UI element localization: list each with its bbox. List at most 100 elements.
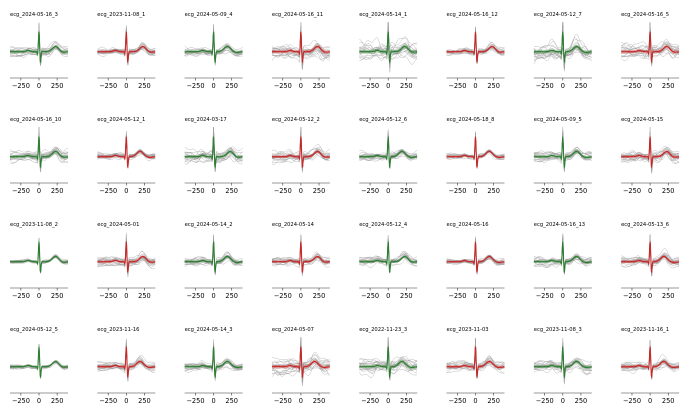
- panel-title: ecg_2023-11-08_2: [10, 222, 58, 228]
- x-tick-label: −250: [536, 292, 554, 300]
- x-tick-label: 0: [124, 82, 128, 90]
- beat-trace: [359, 345, 418, 372]
- mean-band: [359, 346, 418, 380]
- mean-beat-line: [621, 136, 680, 168]
- panel-title: ecg_2024-05-12_5: [10, 327, 58, 333]
- mean-beat-line: [10, 136, 68, 168]
- x-tick-label: 0: [299, 397, 303, 405]
- x-tick-label: 250: [225, 82, 238, 90]
- mean-beat-line: [446, 136, 505, 168]
- panel-title: ecg_2024-05-16_12: [447, 12, 498, 18]
- ecg-panel: ecg_2024-05-01 −250 0 250: [97, 222, 156, 300]
- x-tick-label: 250: [575, 82, 588, 90]
- panel-title: ecg_2023-11-08_1: [97, 12, 145, 18]
- beat-trace: [446, 338, 505, 379]
- panel-title: ecg_2024-03-17: [185, 117, 227, 123]
- beat-trace: [621, 127, 680, 169]
- mean-beat-line: [359, 241, 418, 273]
- mean-beat-line: [184, 241, 243, 273]
- x-tick-label: 250: [400, 82, 413, 90]
- x-tick-label: −250: [623, 292, 641, 300]
- beat-trace: [359, 129, 418, 168]
- panel-title: ecg_2024-05-16_5: [621, 12, 669, 18]
- plot-area: [621, 340, 680, 380]
- plot-area: [184, 24, 243, 66]
- plot-area: [359, 22, 418, 73]
- mean-band: [621, 136, 679, 169]
- ecg-panel: ecg_2024-05-12_5 −250 0 250: [10, 327, 68, 405]
- plot-area: [271, 127, 330, 173]
- mean-beat-line: [533, 241, 592, 273]
- beat-trace: [271, 127, 330, 165]
- panel-title: ecg_2023-11-16: [97, 327, 139, 333]
- plot-area: [533, 22, 592, 72]
- x-tick-label: −250: [361, 397, 379, 405]
- mean-beat-line: [621, 346, 680, 378]
- x-tick-label: −250: [12, 82, 30, 90]
- beat-trace: [359, 337, 418, 380]
- ecg-panel: ecg_2023-11-08_1 −250 0 250: [97, 12, 156, 90]
- mean-beat-line: [10, 346, 68, 378]
- beat-trace: [359, 22, 418, 65]
- beat-trace: [621, 234, 680, 275]
- panel-title: ecg_2024-05-12_7: [534, 12, 582, 18]
- x-tick-label: 0: [473, 187, 477, 195]
- ecg-panel: ecg_2024-05-09_5 −250 0 250: [533, 117, 592, 195]
- ecg-panel: ecg_2024-05-16 −250 0 250: [446, 222, 505, 300]
- ecg-panel: ecg_2024-05-16_10 −250 0 250: [10, 117, 68, 195]
- mean-beat-line: [184, 31, 243, 63]
- x-tick-label: 0: [386, 82, 390, 90]
- x-tick-label: 250: [138, 397, 151, 405]
- beat-trace: [271, 339, 330, 373]
- ecg-panel: ecg_2023-11-08_3 −250 0 250: [533, 327, 592, 405]
- beat-trace: [271, 236, 330, 274]
- x-tick-label: 0: [561, 292, 565, 300]
- x-tick-label: −250: [274, 292, 292, 300]
- x-tick-label: 0: [648, 187, 652, 195]
- mean-band: [533, 346, 592, 379]
- x-tick-label: −250: [99, 397, 117, 405]
- beat-trace: [446, 26, 505, 63]
- beat-trace: [533, 127, 592, 166]
- x-tick-label: 250: [51, 292, 64, 300]
- ecg-panel: ecg_2024-05-14 −250 0 250: [271, 222, 330, 300]
- panel-title: ecg_2024-05-09_5: [534, 117, 582, 123]
- mean-band: [10, 31, 68, 64]
- mean-beat-line: [359, 136, 418, 168]
- ecg-panel: ecg_2024-05-14_3 −250 0 250: [184, 327, 243, 405]
- x-tick-label: 0: [211, 397, 215, 405]
- mean-beat-line: [533, 136, 592, 168]
- beat-trace: [10, 127, 68, 165]
- x-tick-label: 0: [299, 82, 303, 90]
- ecg-panel: ecg_2024-05-18_8 −250 0 250: [446, 117, 505, 195]
- beat-trace: [97, 234, 156, 271]
- x-tick-label: 250: [225, 187, 238, 195]
- mean-band: [271, 241, 330, 274]
- x-tick-label: 250: [575, 292, 588, 300]
- mean-band: [97, 346, 156, 379]
- x-tick-label: −250: [274, 397, 292, 405]
- x-tick-label: 0: [473, 397, 477, 405]
- x-tick-label: 0: [386, 397, 390, 405]
- ecg-panel: ecg_2024-05-14_2 −250 0 250: [184, 222, 243, 300]
- mean-band: [10, 346, 68, 379]
- x-tick-label: −250: [186, 397, 204, 405]
- beat-trace: [621, 22, 680, 59]
- x-tick-label: 0: [37, 82, 41, 90]
- panel-title: ecg_2024-05-12_1: [97, 117, 145, 123]
- panel-title: ecg_2024-05-16_10: [10, 117, 61, 123]
- x-tick-label: 0: [561, 397, 565, 405]
- x-tick-label: −250: [186, 187, 204, 195]
- x-tick-label: 0: [473, 82, 477, 90]
- panel-title: ecg_2024-05-07: [272, 327, 314, 333]
- x-tick-label: −250: [361, 82, 379, 90]
- x-tick-label: 0: [37, 187, 41, 195]
- x-tick-label: 250: [400, 397, 413, 405]
- plot-area: [446, 131, 505, 169]
- x-tick-label: −250: [186, 292, 204, 300]
- mean-band: [10, 136, 68, 169]
- beat-trace: [184, 234, 243, 271]
- mean-beat-line: [184, 346, 243, 378]
- x-tick-label: 0: [648, 292, 652, 300]
